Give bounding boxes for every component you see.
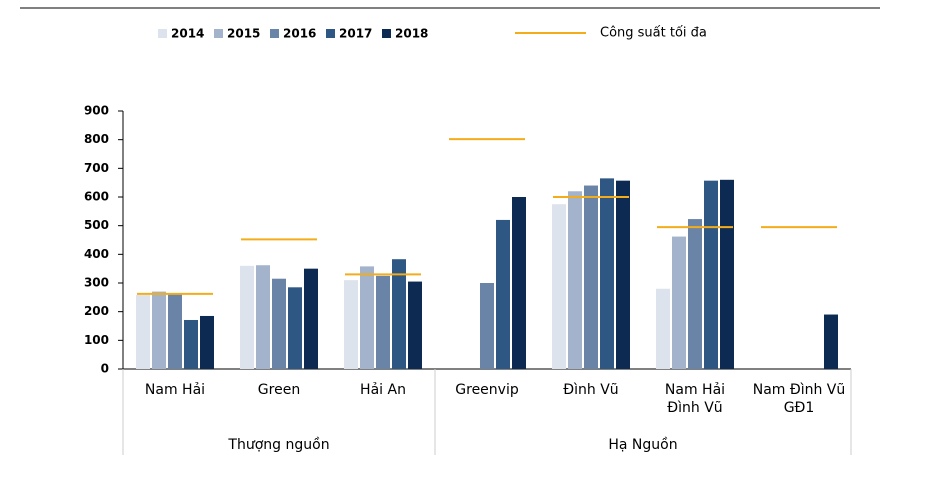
x-tick-label-box: Hải An [360, 382, 406, 398]
bar [376, 275, 390, 369]
bar [304, 268, 318, 369]
legend-swatch [270, 29, 279, 38]
y-tick-label: 900 [84, 104, 109, 118]
bar [480, 283, 494, 369]
legend-label: 2015 [227, 27, 260, 41]
legend-label: 2018 [395, 27, 428, 41]
x-tick-label: Green [257, 382, 301, 398]
bar [360, 266, 374, 369]
bar [392, 259, 406, 369]
x-tick-label: Greenvip [455, 382, 519, 398]
legend-swatch [214, 29, 223, 38]
bar [656, 288, 670, 369]
bar [136, 295, 150, 369]
x-tick-label: Nam Đình Vũ GĐ1 [752, 382, 846, 416]
legend-label: Công suất tối đa [600, 26, 707, 41]
bar [552, 204, 566, 369]
legend-label: 2017 [339, 27, 372, 41]
bar [568, 191, 582, 369]
bar [616, 180, 630, 369]
bar [256, 265, 270, 369]
bar [344, 280, 358, 369]
y-tick-label: 700 [84, 161, 109, 175]
bar [200, 315, 214, 369]
y-tick-label: 600 [84, 190, 109, 204]
legend-label: 2016 [283, 27, 316, 41]
bar [288, 287, 302, 369]
x-tick-label: Hải An [360, 382, 406, 398]
legend-swatch [382, 29, 391, 38]
group-label: Thượng nguồn [227, 436, 329, 453]
bar [824, 314, 838, 369]
x-tick-label-box: Nam Đình Vũ GĐ1 [752, 382, 846, 416]
legend-swatch [326, 29, 335, 38]
x-tick-label-box: Nam Hải [144, 382, 206, 398]
bar [584, 185, 598, 369]
bar [496, 219, 510, 369]
bar [720, 179, 734, 369]
x-tick-label-box: Nam Hải Đình Vũ [664, 382, 726, 416]
legend-swatch [158, 29, 167, 38]
bar [272, 278, 286, 369]
bar [704, 180, 718, 369]
bar [600, 178, 614, 369]
bar [184, 319, 198, 369]
x-tick-label-box: Green [257, 382, 301, 398]
y-tick-label: 100 [84, 333, 109, 347]
y-tick-label: 300 [84, 276, 109, 290]
bar [512, 197, 526, 369]
bar [672, 236, 686, 369]
bar [152, 291, 166, 369]
x-tick-label-box: Đình Vũ [563, 382, 619, 398]
y-tick-label: 0 [101, 362, 109, 376]
bar [408, 281, 422, 369]
legend-label: 2014 [171, 27, 204, 41]
x-tick-label: Nam Hải [144, 382, 206, 398]
bar [240, 265, 254, 369]
x-tick-label: Nam Hải Đình Vũ [664, 382, 726, 416]
x-tick-label: Đình Vũ [563, 382, 619, 398]
y-tick-label: 200 [84, 304, 109, 318]
bar [688, 219, 702, 369]
y-tick-label: 500 [84, 218, 109, 232]
bar [168, 294, 182, 369]
x-tick-label-box: Greenvip [455, 382, 519, 398]
y-tick-label: 800 [84, 132, 109, 146]
group-label: Hạ Nguồn [608, 436, 677, 453]
y-tick-label: 400 [84, 247, 109, 261]
